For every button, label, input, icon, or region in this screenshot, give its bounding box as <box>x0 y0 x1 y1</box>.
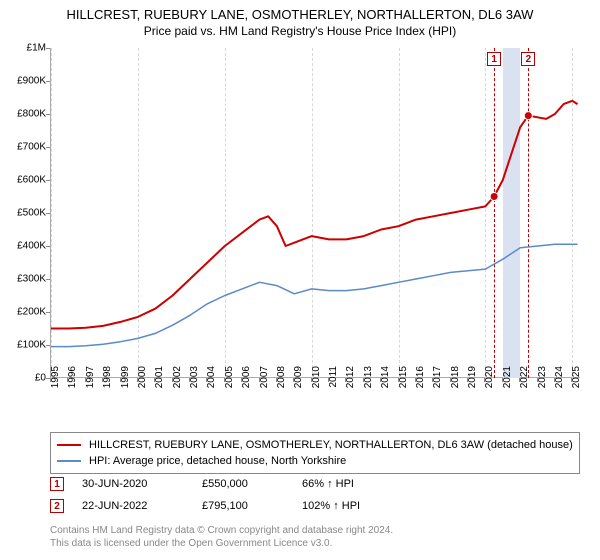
x-axis-tick-label: 2002 <box>172 366 183 406</box>
x-axis-tick-label: 2001 <box>154 366 165 406</box>
sale-price: £795,100 <box>202 500 302 512</box>
legend-swatch <box>57 444 81 446</box>
x-axis-tick-label: 2006 <box>241 366 252 406</box>
sale-price: £550,000 <box>202 478 302 490</box>
y-axis-tick-label: £300K <box>0 274 46 285</box>
sale-row: 2 22-JUN-2022 £795,100 102% ↑ HPI <box>50 499 580 513</box>
y-axis-tick-label: £400K <box>0 241 46 252</box>
sale-hpi: 102% ↑ HPI <box>302 500 580 512</box>
x-axis-tick-label: 2003 <box>189 366 200 406</box>
x-axis-tick-label: 2004 <box>206 366 217 406</box>
x-axis-tick-label: 1997 <box>85 366 96 406</box>
x-axis-tick-label: 2009 <box>293 366 304 406</box>
y-axis-tick-label: £0 <box>0 373 46 384</box>
x-axis-tick-label: 2013 <box>363 366 374 406</box>
series-property <box>51 101 578 329</box>
y-axis-tick-label: £700K <box>0 142 46 153</box>
x-axis-tick-label: 2015 <box>398 366 409 406</box>
chart-title: HILLCREST, RUEBURY LANE, OSMOTHERLEY, NO… <box>0 0 600 24</box>
x-axis-tick-label: 2008 <box>276 366 287 406</box>
y-axis-tick-label: £100K <box>0 340 46 351</box>
series-svg <box>51 48 581 378</box>
legend-swatch <box>57 460 81 462</box>
y-axis-tick-label: £600K <box>0 175 46 186</box>
x-axis-tick-label: 2025 <box>571 366 582 406</box>
x-axis-tick-label: 1995 <box>50 366 61 406</box>
x-axis-tick-label: 2019 <box>467 366 478 406</box>
x-axis-tick-label: 1996 <box>67 366 78 406</box>
x-axis-tick-label: 2020 <box>484 366 495 406</box>
legend-item: HPI: Average price, detached house, Nort… <box>57 453 573 469</box>
y-axis-tick-label: £500K <box>0 208 46 219</box>
chart-area: 12 £0 £100K £200K £300K £400K £500K £600K £700K… <box>0 48 600 428</box>
sale-marker-box: 1 <box>50 477 64 491</box>
x-axis-tick-label: 2016 <box>415 366 426 406</box>
legend-item: HILLCREST, RUEBURY LANE, OSMOTHERLEY, NO… <box>57 437 573 453</box>
plot-area: 12 <box>50 48 580 378</box>
y-axis-tick-label: £200K <box>0 307 46 318</box>
x-axis-tick-label: 2012 <box>345 366 356 406</box>
x-axis-tick-label: 2021 <box>502 366 513 406</box>
chart-subtitle: Price paid vs. HM Land Registry's House … <box>0 24 600 38</box>
chart-container: HILLCREST, RUEBURY LANE, OSMOTHERLEY, NO… <box>0 0 600 560</box>
sale-date: 30-JUN-2020 <box>82 478 202 490</box>
x-axis-tick-label: 2022 <box>519 366 530 406</box>
y-axis-tick-label: £1M <box>0 43 46 54</box>
sale-row: 1 30-JUN-2020 £550,000 66% ↑ HPI <box>50 477 580 491</box>
x-axis-tick-label: 2010 <box>311 366 322 406</box>
sale-dot <box>524 112 532 120</box>
sale-date: 22-JUN-2022 <box>82 500 202 512</box>
x-axis-tick-label: 2024 <box>554 366 565 406</box>
sale-marker-box: 2 <box>50 499 64 513</box>
legend-label: HPI: Average price, detached house, Nort… <box>89 455 346 467</box>
sale-dot <box>490 193 498 201</box>
footer-license: This data is licensed under the Open Gov… <box>50 537 580 550</box>
x-axis-tick-label: 1998 <box>102 366 113 406</box>
legend: HILLCREST, RUEBURY LANE, OSMOTHERLEY, NO… <box>50 432 580 474</box>
x-axis-tick-label: 1999 <box>120 366 131 406</box>
series-hpi <box>51 244 578 346</box>
legend-label: HILLCREST, RUEBURY LANE, OSMOTHERLEY, NO… <box>89 439 573 451</box>
x-axis-tick-label: 2005 <box>224 366 235 406</box>
x-axis-tick-label: 2017 <box>432 366 443 406</box>
x-axis-tick-label: 2018 <box>450 366 461 406</box>
x-axis-tick-label: 2023 <box>537 366 548 406</box>
y-axis-tick-label: £900K <box>0 76 46 87</box>
x-axis-tick-label: 2014 <box>380 366 391 406</box>
sale-hpi: 66% ↑ HPI <box>302 478 580 490</box>
x-axis-tick-label: 2000 <box>137 366 148 406</box>
x-axis-tick-label: 2011 <box>328 366 339 406</box>
x-axis-tick-label: 2007 <box>259 366 270 406</box>
y-axis-tick-label: £800K <box>0 109 46 120</box>
footer-copyright: Contains HM Land Registry data © Crown c… <box>50 524 580 537</box>
